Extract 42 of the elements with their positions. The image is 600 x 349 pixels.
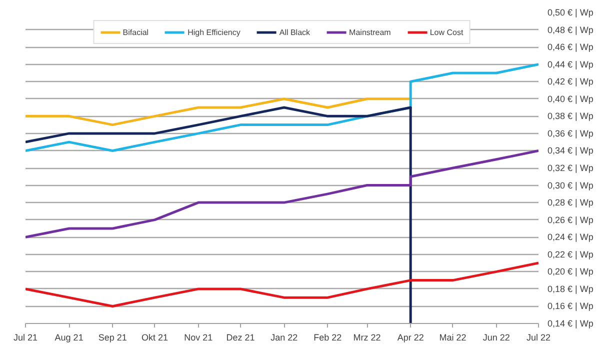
- x-tick-label: Okt 21: [142, 332, 168, 342]
- y-tick-label: 0,30 € | Wp: [548, 180, 594, 190]
- x-tick-label: Aug 21: [54, 332, 84, 342]
- y-tick-label: 0,28 € | Wp: [548, 198, 594, 208]
- y-tick-label: 0,46 € | Wp: [548, 42, 594, 52]
- y-tick-label: 0,20 € | Wp: [548, 266, 594, 277]
- y-tick-label: 0,16 € | Wp: [548, 301, 594, 312]
- y-tick-label: 0,44 € | Wp: [548, 59, 594, 70]
- y-tick-label: 0,24 € | Wp: [548, 232, 594, 242]
- y-tick-label: 0,14 € | Wp: [548, 318, 594, 328]
- x-tick-label: Jan 22: [270, 332, 298, 342]
- y-tick-label: 0,50 € | Wp: [548, 8, 594, 18]
- y-tick-label: 0,40 € | Wp: [548, 94, 594, 104]
- x-tick-label: Mai 22: [439, 332, 466, 342]
- x-tick-label: Jul 22: [526, 332, 551, 342]
- legend-label: High Efficiency: [188, 27, 240, 37]
- line-series: [26, 262, 538, 308]
- line-series: [26, 106, 412, 324]
- line-series: [26, 149, 538, 238]
- legend-label: Low Cost: [430, 27, 464, 37]
- legend-label: Bifacial: [122, 27, 149, 37]
- y-tick-label: 0,36 € | Wp: [548, 128, 594, 138]
- legend-label: All Black: [279, 27, 310, 37]
- x-tick-label: Nov 21: [184, 332, 213, 342]
- y-tick-label: 0,22 € | Wp: [548, 249, 594, 260]
- y-tick-label: 0,18 € | Wp: [548, 284, 594, 294]
- line-series: [26, 63, 538, 152]
- x-tick-label: Feb 22: [314, 332, 342, 342]
- y-tick-label: 0,48 € | Wp: [548, 24, 594, 35]
- x-tick-label: Jul 21: [13, 332, 38, 342]
- x-tick-label: Mrz 22: [353, 332, 381, 342]
- x-tick-label: Jun 22: [482, 332, 510, 342]
- y-tick-label: 0,42 € | Wp: [548, 76, 594, 87]
- legend-label: Mainstream: [349, 27, 391, 37]
- y-tick-label: 0,26 € | Wp: [548, 214, 594, 225]
- line-series: [26, 98, 412, 126]
- y-tick-label: 0,32 € | Wp: [548, 163, 594, 173]
- x-tick-label: Apr 22: [397, 332, 424, 342]
- x-tick-label: Dez 21: [226, 332, 255, 342]
- x-tick-label: Sep 21: [98, 332, 127, 342]
- y-tick-label: 0,34 € | Wp: [548, 146, 594, 156]
- y-tick-label: 0,38 € | Wp: [548, 111, 594, 122]
